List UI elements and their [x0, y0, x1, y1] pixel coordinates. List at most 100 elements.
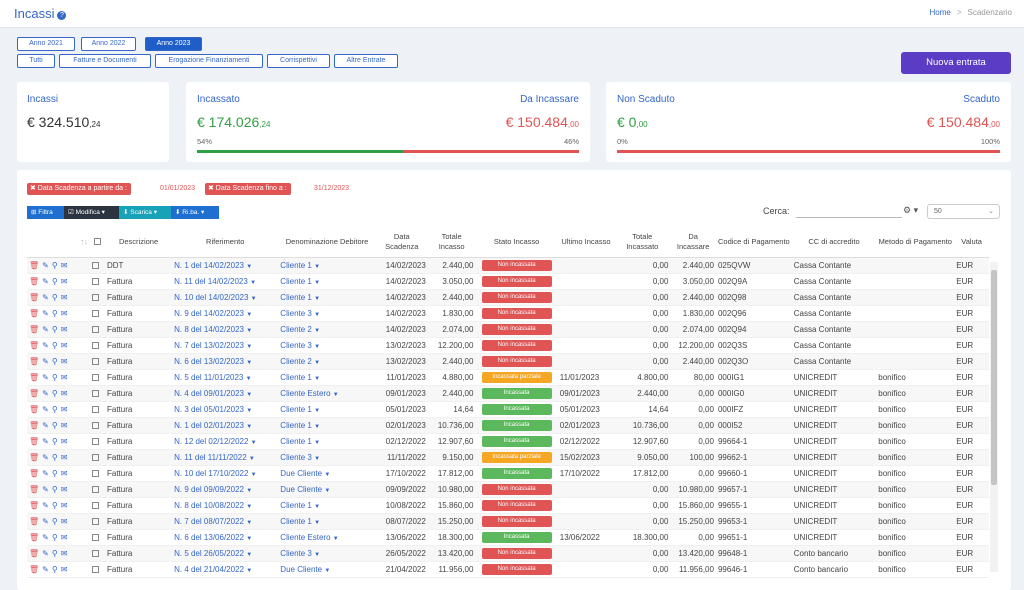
col-header[interactable]: Stato Incasso [475, 228, 558, 258]
filter-receipts-button[interactable]: Corrispettivi [267, 54, 330, 68]
row-debtor[interactable]: Cliente 2 ▼ [278, 353, 376, 370]
col-header[interactable]: Ultimo Incasso [557, 228, 615, 258]
row-checkbox[interactable] [89, 545, 105, 562]
edit-icon[interactable]: ✎ [42, 404, 49, 414]
col-header[interactable]: Data Scadenza [375, 228, 428, 258]
trash-icon[interactable]: 🗑 [29, 564, 40, 574]
edit-icon[interactable]: ✎ [42, 308, 49, 318]
row-checkbox[interactable] [89, 321, 105, 338]
filter-button[interactable]: ⊞ Filtra [27, 206, 64, 219]
filter-all-button[interactable]: Tutti [17, 54, 55, 68]
mail-icon[interactable]: ✉ [60, 516, 68, 526]
row-checkbox[interactable] [89, 353, 105, 370]
edit-icon[interactable]: ✎ [42, 452, 49, 462]
edit-icon[interactable]: ✎ [42, 532, 49, 542]
trash-icon[interactable]: 🗑 [29, 292, 40, 302]
mail-icon[interactable]: ✉ [60, 260, 68, 270]
col-header[interactable]: Valuta [954, 228, 989, 258]
mail-icon[interactable]: ✉ [60, 372, 68, 382]
edit-icon[interactable]: ✎ [42, 500, 49, 510]
trash-icon[interactable]: 🗑 [29, 356, 40, 366]
row-checkbox[interactable] [89, 369, 105, 386]
row-debtor[interactable]: Due Cliente ▼ [278, 481, 376, 498]
mail-icon[interactable]: ✉ [60, 420, 68, 430]
row-reference[interactable]: N. 1 del 02/01/2023 ▼ [172, 417, 279, 434]
row-reference[interactable]: N. 9 del 09/09/2022 ▼ [172, 481, 279, 498]
trash-icon[interactable]: 🗑 [29, 404, 40, 414]
trash-icon[interactable]: 🗑 [29, 388, 40, 398]
mail-icon[interactable]: ✉ [60, 452, 68, 462]
search-input[interactable] [796, 206, 902, 218]
paperclip-icon[interactable]: ⚲ [51, 500, 58, 510]
row-reference[interactable]: N. 1 del 14/02/2023 ▼ [172, 257, 279, 274]
mail-icon[interactable]: ✉ [60, 500, 68, 510]
row-checkbox[interactable] [89, 385, 105, 402]
paperclip-icon[interactable]: ⚲ [51, 292, 58, 302]
row-checkbox[interactable] [89, 337, 105, 354]
col-header[interactable]: Riferimento [172, 228, 279, 258]
edit-icon[interactable]: ✎ [42, 548, 49, 558]
row-debtor[interactable]: Due Cliente ▼ [278, 465, 376, 482]
edit-icon[interactable]: ✎ [42, 484, 49, 494]
trash-icon[interactable]: 🗑 [29, 276, 40, 286]
paperclip-icon[interactable]: ⚲ [51, 356, 58, 366]
year-2021-button[interactable]: Anno 2021 [17, 37, 75, 51]
edit-icon[interactable]: ✎ [42, 468, 49, 478]
col-header[interactable]: CC di accredito [791, 228, 877, 258]
col-header[interactable]: Da Incassare [670, 228, 716, 258]
mail-icon[interactable]: ✉ [60, 532, 68, 542]
filter-invoices-button[interactable]: Fatture e Documenti [59, 54, 151, 68]
mail-icon[interactable]: ✉ [60, 324, 68, 334]
trash-icon[interactable]: 🗑 [29, 308, 40, 318]
paperclip-icon[interactable]: ⚲ [51, 308, 58, 318]
row-reference[interactable]: N. 12 del 02/12/2022 ▼ [172, 433, 279, 450]
edit-icon[interactable]: ✎ [42, 436, 49, 446]
paperclip-icon[interactable]: ⚲ [51, 564, 58, 574]
paperclip-icon[interactable]: ⚲ [51, 340, 58, 350]
paperclip-icon[interactable]: ⚲ [51, 420, 58, 430]
trash-icon[interactable]: 🗑 [29, 532, 40, 542]
edit-icon[interactable]: ✎ [42, 420, 49, 430]
paperclip-icon[interactable]: ⚲ [51, 324, 58, 334]
row-debtor[interactable]: Cliente 1 ▼ [278, 289, 376, 306]
edit-icon[interactable]: ✎ [42, 292, 49, 302]
mail-icon[interactable]: ✉ [60, 276, 68, 286]
breadcrumb-home[interactable]: Home [929, 8, 951, 17]
row-checkbox[interactable] [89, 273, 105, 290]
paperclip-icon[interactable]: ⚲ [51, 484, 58, 494]
mail-icon[interactable]: ✉ [60, 484, 68, 494]
row-reference[interactable]: N. 5 del 26/05/2022 ▼ [172, 545, 279, 562]
edit-icon[interactable]: ✎ [42, 340, 49, 350]
row-checkbox[interactable] [89, 481, 105, 498]
mail-icon[interactable]: ✉ [60, 468, 68, 478]
edit-icon[interactable]: ✎ [42, 372, 49, 382]
edit-icon[interactable]: ✎ [42, 388, 49, 398]
row-debtor[interactable]: Cliente 1 ▼ [278, 513, 376, 530]
row-reference[interactable]: N. 6 del 13/02/2023 ▼ [172, 353, 279, 370]
row-reference[interactable]: N. 5 del 11/01/2023 ▼ [172, 369, 279, 386]
filter-chip-from[interactable]: ✖ Data Scadenza a partire da : [27, 183, 131, 195]
col-header[interactable]: Totale Incassato [614, 228, 671, 258]
row-reference[interactable]: N. 7 del 08/07/2022 ▼ [172, 513, 279, 530]
download-button[interactable]: ⬇ Scarica ▾ [119, 206, 171, 219]
new-entry-button[interactable]: Nuova entrata [901, 52, 1011, 74]
mail-icon[interactable]: ✉ [60, 564, 68, 574]
paperclip-icon[interactable]: ⚲ [51, 468, 58, 478]
row-reference[interactable]: N. 8 del 10/08/2022 ▼ [172, 497, 279, 514]
trash-icon[interactable]: 🗑 [29, 324, 40, 334]
col-header[interactable]: Descrizione [104, 228, 173, 258]
row-debtor[interactable]: Cliente 3 ▼ [278, 545, 376, 562]
edit-icon[interactable]: ✎ [42, 276, 49, 286]
year-2022-button[interactable]: Anno 2022 [81, 37, 136, 51]
mail-icon[interactable]: ✉ [60, 292, 68, 302]
trash-icon[interactable]: 🗑 [29, 452, 40, 462]
trash-icon[interactable]: 🗑 [29, 420, 40, 430]
page-length-select[interactable]: 50 ⌄ [927, 204, 1000, 219]
row-checkbox[interactable] [89, 417, 105, 434]
col-header[interactable]: Metodo di Pagamento [876, 228, 955, 258]
col-header[interactable]: Codice di Pagamento [715, 228, 792, 258]
paperclip-icon[interactable]: ⚲ [51, 260, 58, 270]
paperclip-icon[interactable]: ⚲ [51, 548, 58, 558]
trash-icon[interactable]: 🗑 [29, 372, 40, 382]
row-reference[interactable]: N. 4 del 09/01/2023 ▼ [172, 385, 279, 402]
